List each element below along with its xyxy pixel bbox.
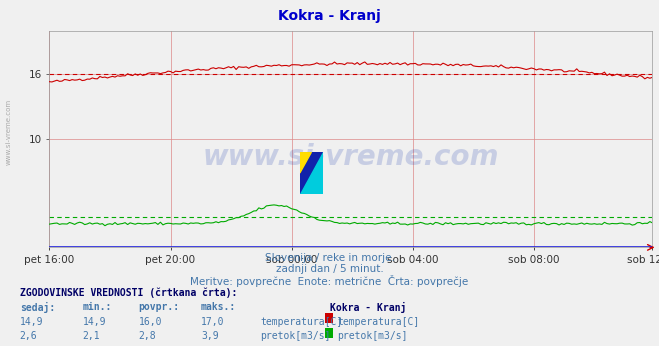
Polygon shape bbox=[300, 152, 312, 173]
Text: ZGODOVINSKE VREDNOSTI (črtkana črta):: ZGODOVINSKE VREDNOSTI (črtkana črta): bbox=[20, 288, 237, 298]
Text: 14,9: 14,9 bbox=[20, 317, 43, 327]
Text: zadnji dan / 5 minut.: zadnji dan / 5 minut. bbox=[275, 264, 384, 274]
Text: 2,8: 2,8 bbox=[138, 331, 156, 342]
Text: www.si-vreme.com: www.si-vreme.com bbox=[203, 143, 499, 171]
Text: 16,0: 16,0 bbox=[138, 317, 162, 327]
Text: maks.:: maks.: bbox=[201, 302, 236, 312]
Text: 17,0: 17,0 bbox=[201, 317, 225, 327]
Text: povpr.:: povpr.: bbox=[138, 302, 179, 312]
Text: www.si-vreme.com: www.si-vreme.com bbox=[5, 98, 11, 165]
Text: Slovenija / reke in morje.: Slovenija / reke in morje. bbox=[264, 253, 395, 263]
Text: 3,9: 3,9 bbox=[201, 331, 219, 342]
Text: temperatura[C]: temperatura[C] bbox=[337, 317, 420, 327]
Text: pretok[m3/s]: pretok[m3/s] bbox=[337, 331, 408, 342]
Polygon shape bbox=[300, 152, 323, 194]
Text: min.:: min.: bbox=[82, 302, 112, 312]
Text: Kokra - Kranj: Kokra - Kranj bbox=[330, 302, 406, 313]
Text: sedaj:: sedaj: bbox=[20, 302, 55, 313]
Text: Meritve: povprečne  Enote: metrične  Črta: povprečje: Meritve: povprečne Enote: metrične Črta:… bbox=[190, 275, 469, 287]
Text: temperatura[C]: temperatura[C] bbox=[260, 317, 343, 327]
Text: 2,1: 2,1 bbox=[82, 331, 100, 342]
Text: pretok[m3/s]: pretok[m3/s] bbox=[260, 331, 331, 342]
Text: 14,9: 14,9 bbox=[82, 317, 106, 327]
Text: Kokra - Kranj: Kokra - Kranj bbox=[278, 9, 381, 22]
Text: 2,6: 2,6 bbox=[20, 331, 38, 342]
